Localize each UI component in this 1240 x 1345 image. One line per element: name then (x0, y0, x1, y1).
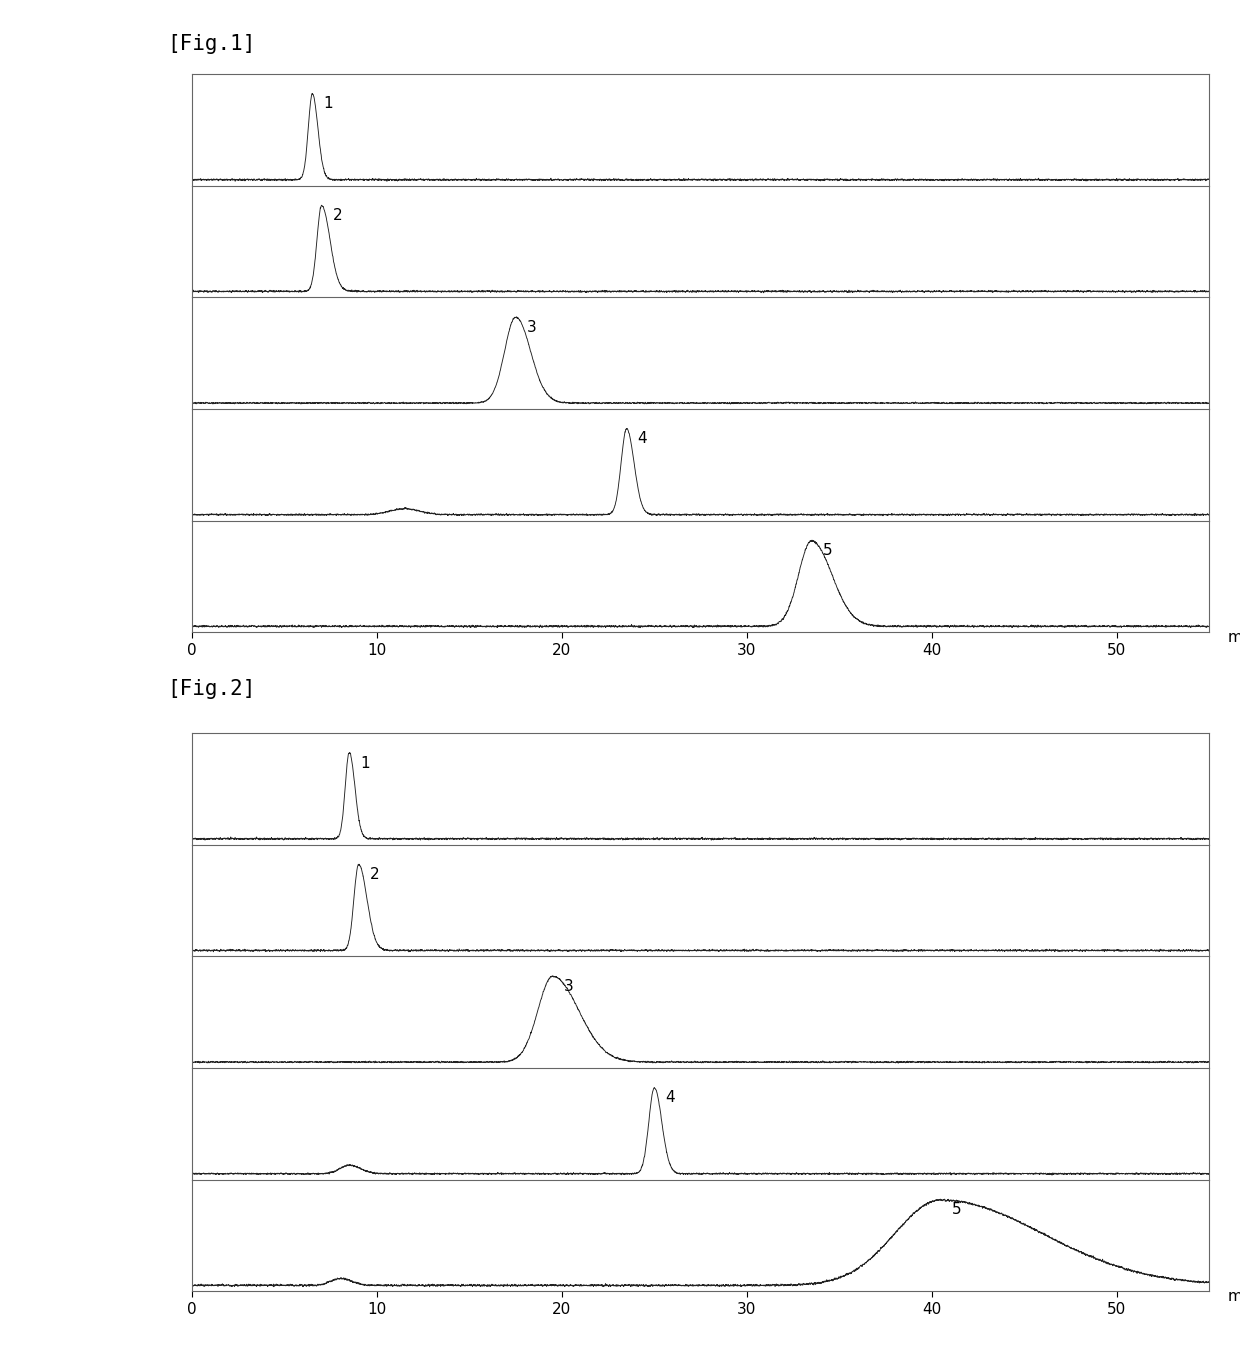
Text: 5: 5 (822, 543, 832, 558)
Text: 3: 3 (527, 320, 537, 335)
Text: 1: 1 (361, 756, 370, 771)
Text: 5: 5 (952, 1202, 962, 1217)
Text: 4: 4 (666, 1091, 675, 1106)
Text: [Fig.2]: [Fig.2] (167, 679, 255, 699)
Text: 2: 2 (370, 868, 379, 882)
Text: min: min (1228, 1290, 1240, 1305)
Text: 4: 4 (637, 432, 647, 447)
Text: [Fig.1]: [Fig.1] (167, 34, 255, 54)
Text: 1: 1 (324, 97, 334, 112)
Text: 2: 2 (332, 208, 342, 223)
Text: min: min (1228, 631, 1240, 646)
Text: 3: 3 (564, 979, 574, 994)
